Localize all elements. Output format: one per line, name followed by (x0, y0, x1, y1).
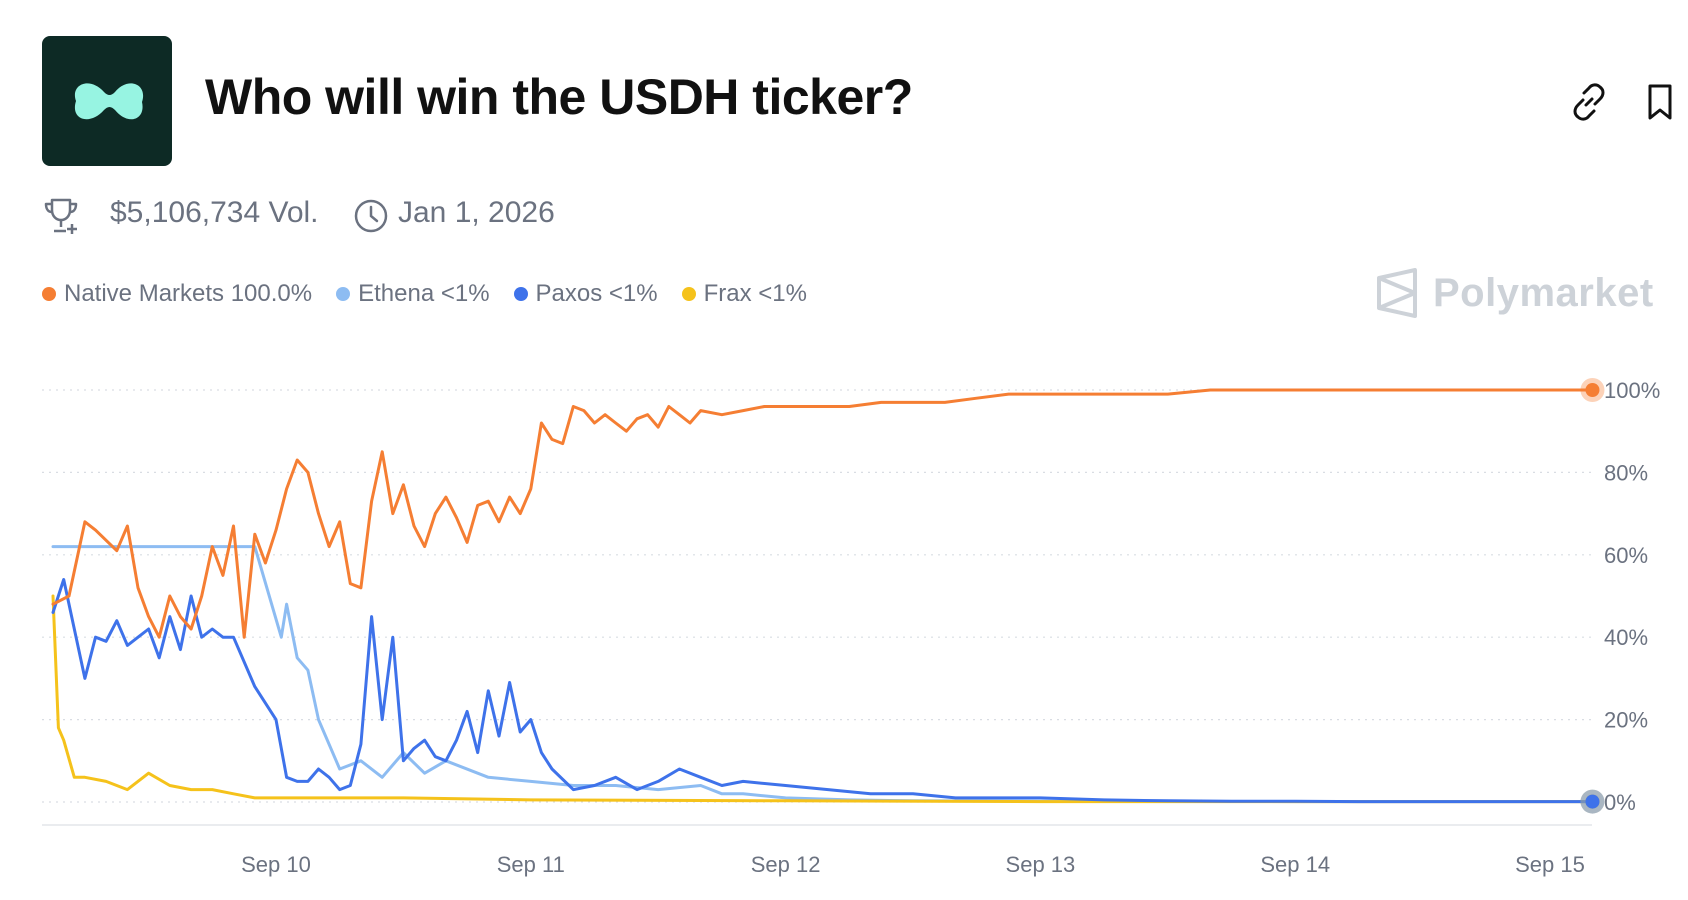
link-icon[interactable] (1570, 82, 1608, 122)
legend-label: Native Markets 100.0% (64, 280, 313, 307)
x-tick-label: Sep 11 (497, 852, 565, 877)
y-tick-label: 20% (1604, 708, 1648, 733)
clock-icon (352, 196, 390, 241)
end-date-text: Jan 1, 2026 (398, 196, 555, 229)
volume-text: $5,106,734 Vol. (110, 196, 319, 229)
series-line-native-markets (51, 388, 1594, 639)
y-tick-label: 40% (1604, 625, 1648, 650)
series-line-frax (51, 594, 1594, 804)
trophy-icon (42, 196, 80, 241)
bookmark-icon[interactable] (1642, 82, 1680, 122)
legend-item-ethena[interactable]: Ethena <1% (336, 280, 490, 308)
end-marker-native-markets[interactable] (1585, 383, 1600, 397)
end-marker-paxos[interactable] (1585, 794, 1600, 809)
x-tick-label: Sep 10 (241, 852, 311, 877)
legend-label: Frax <1% (703, 280, 807, 307)
page-title: Who will win the USDH ticker? (205, 69, 913, 125)
y-tick-label: 60% (1604, 543, 1648, 568)
polymarket-watermark: Polymarket (1375, 268, 1654, 318)
chart-legend: Native Markets 100.0% Ethena <1% Paxos <… (42, 280, 807, 308)
legend-item-paxos[interactable]: Paxos <1% (513, 280, 658, 308)
hyperliquid-logo-icon (74, 83, 144, 120)
brand-name: Polymarket (1433, 270, 1654, 315)
y-tick-label: 80% (1604, 460, 1648, 485)
legend-dot (513, 287, 528, 301)
y-axis-ticks: 0% 20% 40% 60% 80% 100% (1604, 378, 1660, 815)
legend-item-native-markets[interactable]: Native Markets 100.0% (42, 280, 312, 308)
legend-dot (336, 287, 351, 301)
series-line-paxos (51, 578, 1594, 804)
x-axis-ticks: Sep 10 Sep 11 Sep 12 Sep 13 Sep 14 Sep 15 (241, 852, 1585, 877)
legend-label: Ethena <1% (358, 280, 490, 307)
series-line-ethena (51, 545, 1594, 804)
y-tick-label: 0% (1604, 790, 1636, 815)
legend-dot (42, 287, 56, 301)
legend-dot (681, 287, 696, 301)
market-logo (42, 36, 172, 166)
polymarket-logo-icon (1377, 268, 1417, 318)
x-tick-label: Sep 15 (1515, 852, 1585, 877)
price-history-chart: 0%20%40%60%80%100% Sep 10 Sep 11 Sep 12 Sep… (42, 378, 1660, 877)
legend-label: Paxos <1% (535, 280, 658, 307)
x-tick-label: Sep 12 (751, 852, 821, 877)
x-tick-label: Sep 14 (1260, 852, 1330, 877)
series-end-markers (1580, 378, 1605, 814)
y-tick-label: 100% (1604, 378, 1660, 403)
series-lines (51, 388, 1594, 804)
legend-item-frax[interactable]: Frax <1% (681, 280, 807, 308)
x-tick-label: Sep 13 (1006, 852, 1076, 877)
grid-lines (42, 389, 1592, 826)
